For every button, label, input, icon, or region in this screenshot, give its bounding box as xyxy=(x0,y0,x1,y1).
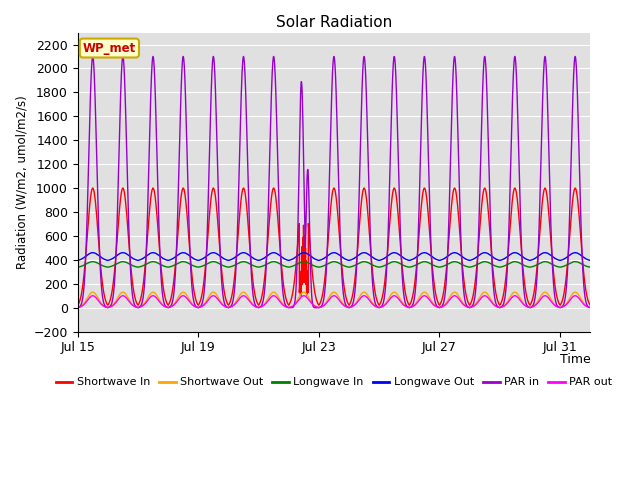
Legend: Shortwave In, Shortwave Out, Longwave In, Longwave Out, PAR in, PAR out: Shortwave In, Shortwave Out, Longwave In… xyxy=(51,373,617,392)
Longwave Out xyxy=(180,250,188,256)
Longwave Out xyxy=(89,250,97,255)
PAR out xyxy=(389,293,397,299)
Shortwave In xyxy=(440,287,448,293)
Title: Solar Radiation: Solar Radiation xyxy=(276,15,392,30)
Shortwave Out xyxy=(180,290,188,296)
Line: Longwave In: Longwave In xyxy=(77,262,590,267)
Longwave In xyxy=(440,263,448,269)
Shortwave Out xyxy=(440,302,448,308)
PAR out xyxy=(156,299,163,305)
Shortwave Out xyxy=(389,290,397,296)
Longwave In xyxy=(89,259,97,264)
Shortwave Out xyxy=(74,304,81,310)
Line: PAR in: PAR in xyxy=(77,57,590,308)
Longwave Out xyxy=(440,256,448,262)
Longwave Out xyxy=(383,253,391,259)
Longwave Out xyxy=(74,258,81,264)
Longwave Out xyxy=(586,258,594,264)
PAR in xyxy=(120,73,128,79)
PAR in xyxy=(440,299,448,304)
Longwave In xyxy=(120,259,128,264)
Shortwave Out xyxy=(156,297,163,303)
PAR out xyxy=(74,305,81,311)
Shortwave In xyxy=(74,302,81,308)
Shortwave Out xyxy=(120,290,128,296)
Shortwave In xyxy=(389,191,397,196)
Shortwave Out xyxy=(383,298,391,304)
PAR in xyxy=(586,305,594,311)
PAR in xyxy=(383,255,391,261)
Line: Shortwave In: Shortwave In xyxy=(77,188,590,305)
PAR in xyxy=(89,54,97,60)
Text: WP_met: WP_met xyxy=(83,42,136,55)
Longwave Out xyxy=(120,250,128,256)
Longwave In xyxy=(156,261,163,267)
Shortwave In xyxy=(89,185,97,191)
Shortwave In xyxy=(586,302,594,308)
Longwave In xyxy=(180,259,188,264)
PAR out xyxy=(120,293,128,299)
PAR out xyxy=(586,305,594,311)
Shortwave In xyxy=(120,190,128,196)
Shortwave In xyxy=(383,253,391,259)
Shortwave Out xyxy=(89,289,97,295)
Longwave In xyxy=(586,264,594,270)
PAR in xyxy=(180,69,188,74)
PAR out xyxy=(89,293,97,299)
Y-axis label: Radiation (W/m2, umol/m2/s): Radiation (W/m2, umol/m2/s) xyxy=(15,95,28,269)
Line: Longwave Out: Longwave Out xyxy=(77,252,590,261)
Shortwave In xyxy=(156,245,163,251)
Text: Time: Time xyxy=(559,353,590,366)
Line: Shortwave Out: Shortwave Out xyxy=(77,292,590,307)
PAR in xyxy=(74,305,81,311)
Longwave In xyxy=(383,262,391,267)
Longwave In xyxy=(389,259,397,264)
PAR out xyxy=(440,303,448,309)
Longwave Out xyxy=(389,250,397,256)
Longwave Out xyxy=(156,253,163,259)
Shortwave In xyxy=(180,189,188,195)
Line: PAR out: PAR out xyxy=(77,296,590,308)
PAR out xyxy=(180,293,188,299)
Shortwave Out xyxy=(586,304,594,310)
PAR in xyxy=(389,74,397,80)
PAR out xyxy=(383,300,391,305)
Longwave In xyxy=(74,264,81,270)
PAR in xyxy=(156,239,163,244)
